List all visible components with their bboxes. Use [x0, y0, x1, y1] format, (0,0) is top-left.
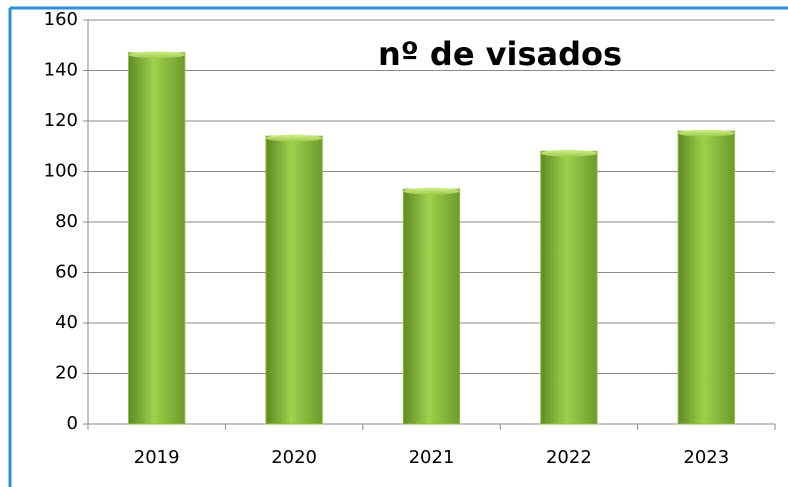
bar-cap: [265, 134, 323, 142]
x-tick-label: 2022: [546, 447, 592, 468]
bar-cap: [128, 51, 185, 59]
bar-cap: [678, 129, 735, 137]
y-tick-label: 80: [55, 211, 78, 232]
x-tick-label: 2020: [271, 447, 317, 468]
x-tick-label: 2023: [683, 447, 729, 468]
bar: [128, 52, 186, 425]
bar-cap: [403, 187, 460, 195]
y-tick-label: 160: [44, 9, 78, 30]
y-tick-label: 0: [67, 413, 78, 434]
bar: [402, 188, 461, 425]
x-tick-label: 2019: [134, 447, 180, 468]
y-tick-label: 60: [55, 262, 78, 283]
x-tick-label: 2021: [409, 447, 455, 468]
bar: [265, 135, 323, 425]
y-tick-label: 120: [44, 110, 78, 131]
bar: [677, 130, 735, 425]
y-tick-label: 140: [44, 60, 78, 81]
y-tick-label: 20: [55, 363, 78, 384]
y-tick-label: 40: [55, 312, 78, 333]
bar-cap: [540, 149, 598, 157]
y-tick-label: 100: [44, 161, 78, 182]
bar: [540, 150, 598, 425]
chart-title: nº de visados: [378, 35, 622, 73]
